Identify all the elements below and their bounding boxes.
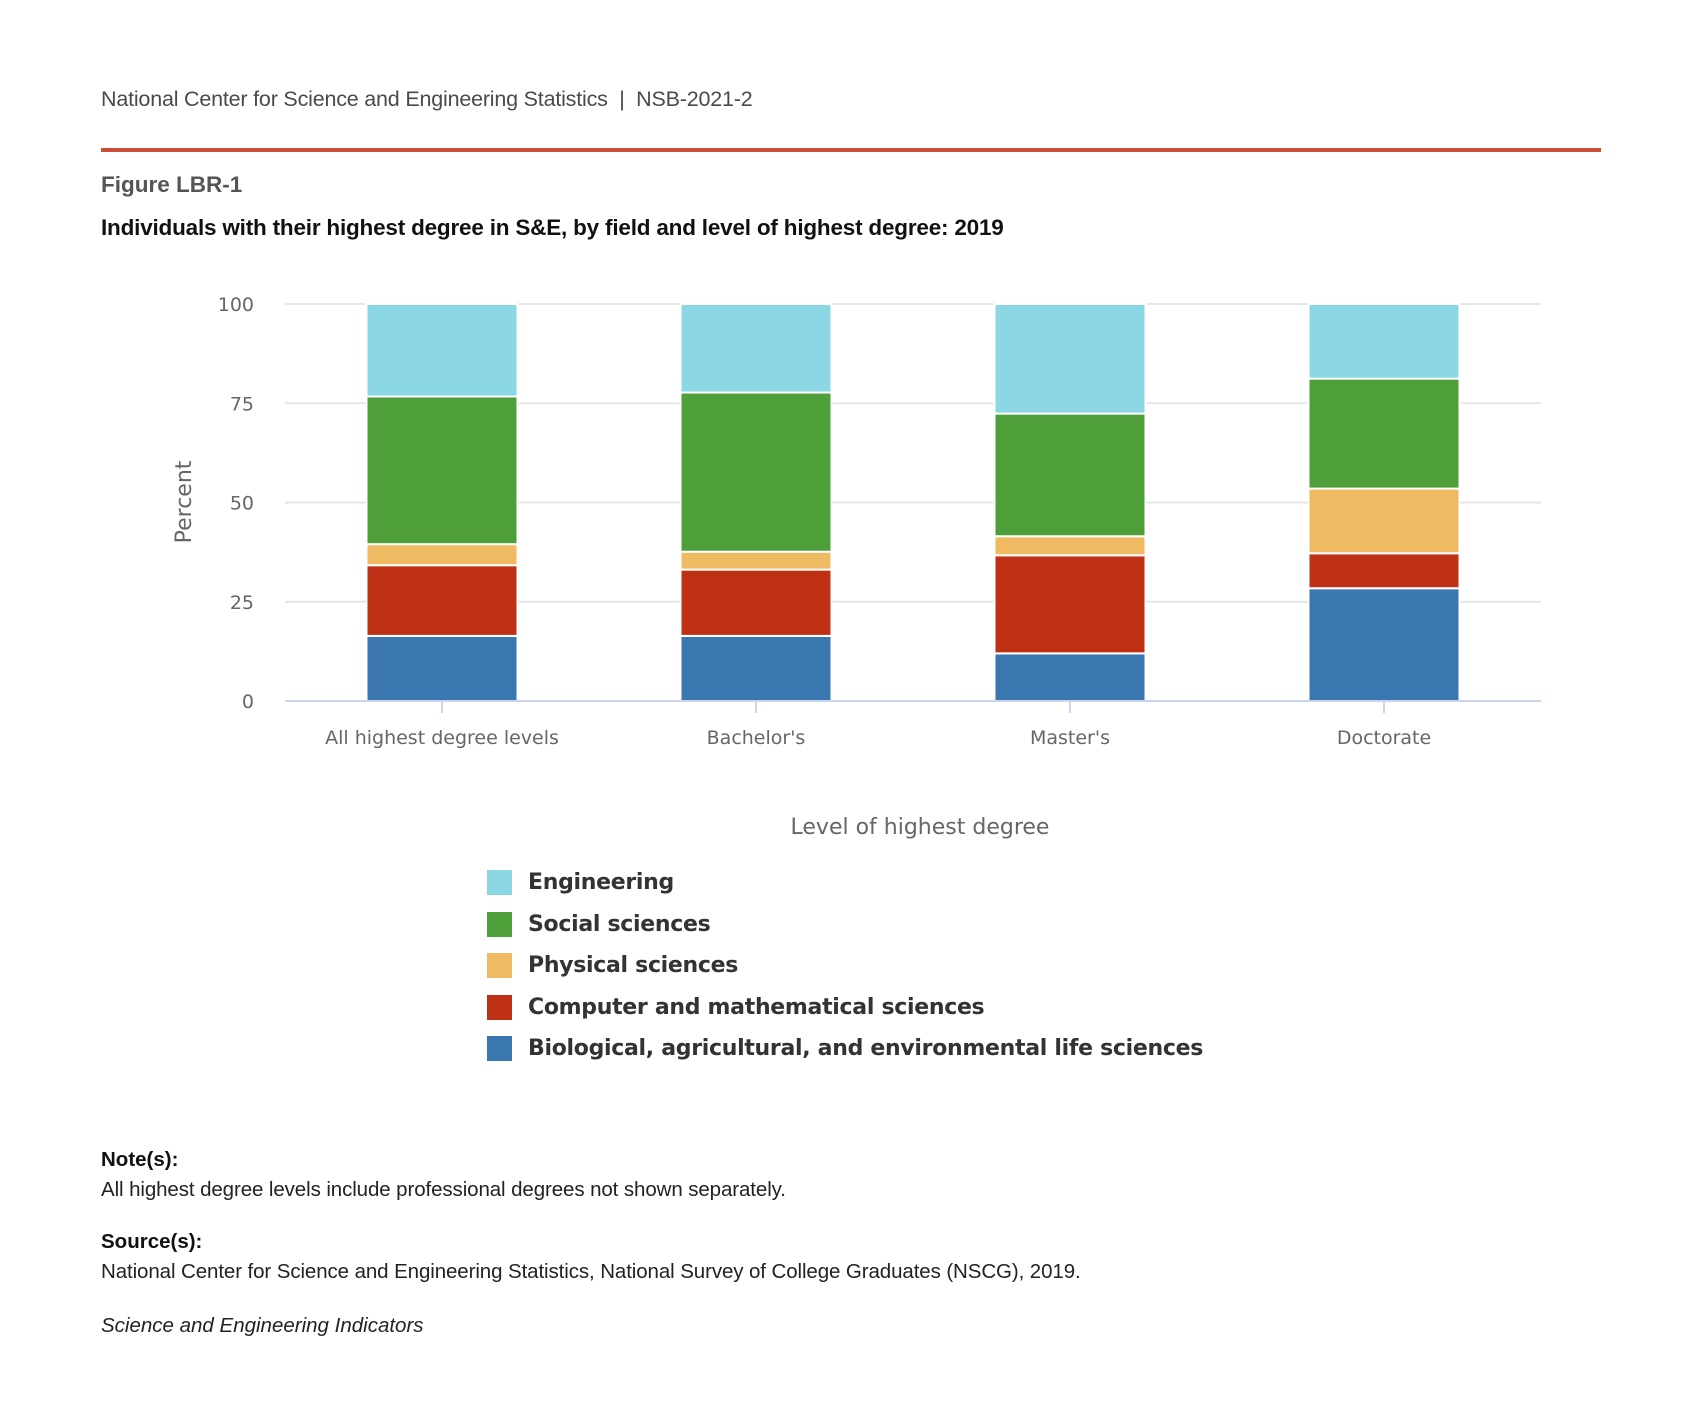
bar-segment[interactable] xyxy=(1307,377,1461,490)
bar-segment[interactable] xyxy=(365,395,519,546)
source-heading: Source(s): xyxy=(101,1230,203,1253)
y-axis: 0 25 50 75 100 xyxy=(218,294,254,713)
y-tick-label: 0 xyxy=(242,691,254,713)
legend-label: Physical sciences xyxy=(528,953,739,979)
bar-segment[interactable] xyxy=(365,564,519,637)
x-tick-label: Doctorate xyxy=(1337,727,1431,749)
legend-item[interactable]: Social sciences xyxy=(487,904,1203,946)
x-axis-title: Level of highest degree xyxy=(791,815,1050,840)
legend-swatch xyxy=(487,870,512,896)
header-separator: | xyxy=(619,87,625,111)
y-tick-label: 25 xyxy=(230,592,254,614)
legend-label: Biological, agricultural, and environmen… xyxy=(528,1036,1203,1062)
legend-item[interactable]: Biological, agricultural, and environmen… xyxy=(487,1028,1203,1070)
x-tick-label: Master's xyxy=(1030,727,1110,749)
bar-segment[interactable] xyxy=(993,535,1147,557)
figure-title: Individuals with their highest degree in… xyxy=(101,215,1004,240)
bar-segment[interactable] xyxy=(1307,552,1461,590)
y-tick-label: 50 xyxy=(230,493,254,515)
x-axis: All highest degree levels Bachelor's Maste… xyxy=(285,700,1541,749)
legend-label: Social sciences xyxy=(528,911,711,937)
header-report-id: NSB-2021-2 xyxy=(636,87,753,111)
legend-swatch xyxy=(487,994,512,1020)
legend-swatch xyxy=(487,953,512,979)
legend-item[interactable]: Physical sciences xyxy=(487,945,1203,987)
bar-segment[interactable] xyxy=(365,634,519,703)
header-divider xyxy=(101,148,1601,152)
bar-segment[interactable] xyxy=(1307,303,1461,380)
bar-segment[interactable] xyxy=(679,391,833,553)
bar-segment[interactable] xyxy=(1307,587,1461,703)
notes-section: Note(s): All highest degree levels inclu… xyxy=(101,1148,1081,1338)
bar-segment[interactable] xyxy=(365,543,519,567)
y-axis-title: Percent xyxy=(172,460,197,543)
x-tick-label: All highest degree levels xyxy=(325,727,559,749)
publication-name: Science and Engineering Indicators xyxy=(101,1314,424,1337)
bar-segment[interactable] xyxy=(993,652,1147,702)
legend-swatch xyxy=(487,1036,512,1062)
bar-segment[interactable] xyxy=(679,568,833,637)
y-tick-label: 75 xyxy=(230,393,254,415)
source-text: National Center for Science and Engineer… xyxy=(101,1260,1081,1283)
legend-item[interactable]: Computer and mathematical sciences xyxy=(487,987,1203,1029)
legend-item[interactable]: Engineering xyxy=(487,862,1203,904)
bar-segment[interactable] xyxy=(365,303,519,398)
stacked-bar-chart: All highest degree levels Bachelor's Maste… xyxy=(172,294,1541,840)
figure-label: Figure LBR-1 xyxy=(101,172,243,197)
x-tick-label: Bachelor's xyxy=(707,727,806,749)
bar-segment[interactable] xyxy=(993,303,1147,415)
bar-segment[interactable] xyxy=(679,634,833,703)
bar-segment[interactable] xyxy=(993,554,1147,655)
legend: Engineering Social sciences Physical scien… xyxy=(487,862,1203,1070)
legend-label: Computer and mathematical sciences xyxy=(528,994,985,1020)
y-tick-label: 100 xyxy=(218,294,254,316)
header-org: National Center for Science and Engineer… xyxy=(101,87,608,111)
bars xyxy=(365,303,1461,703)
note-text: All highest degree levels include profes… xyxy=(101,1178,786,1201)
bar-segment[interactable] xyxy=(679,303,833,394)
bar-segment[interactable] xyxy=(1307,487,1461,555)
header-line: National Center for Science and Engineer… xyxy=(101,87,753,112)
legend-label: Engineering xyxy=(528,870,674,896)
bar-segment[interactable] xyxy=(679,550,833,571)
legend-swatch xyxy=(487,911,512,937)
bar-segment[interactable] xyxy=(993,412,1147,538)
note-heading: Note(s): xyxy=(101,1148,179,1171)
